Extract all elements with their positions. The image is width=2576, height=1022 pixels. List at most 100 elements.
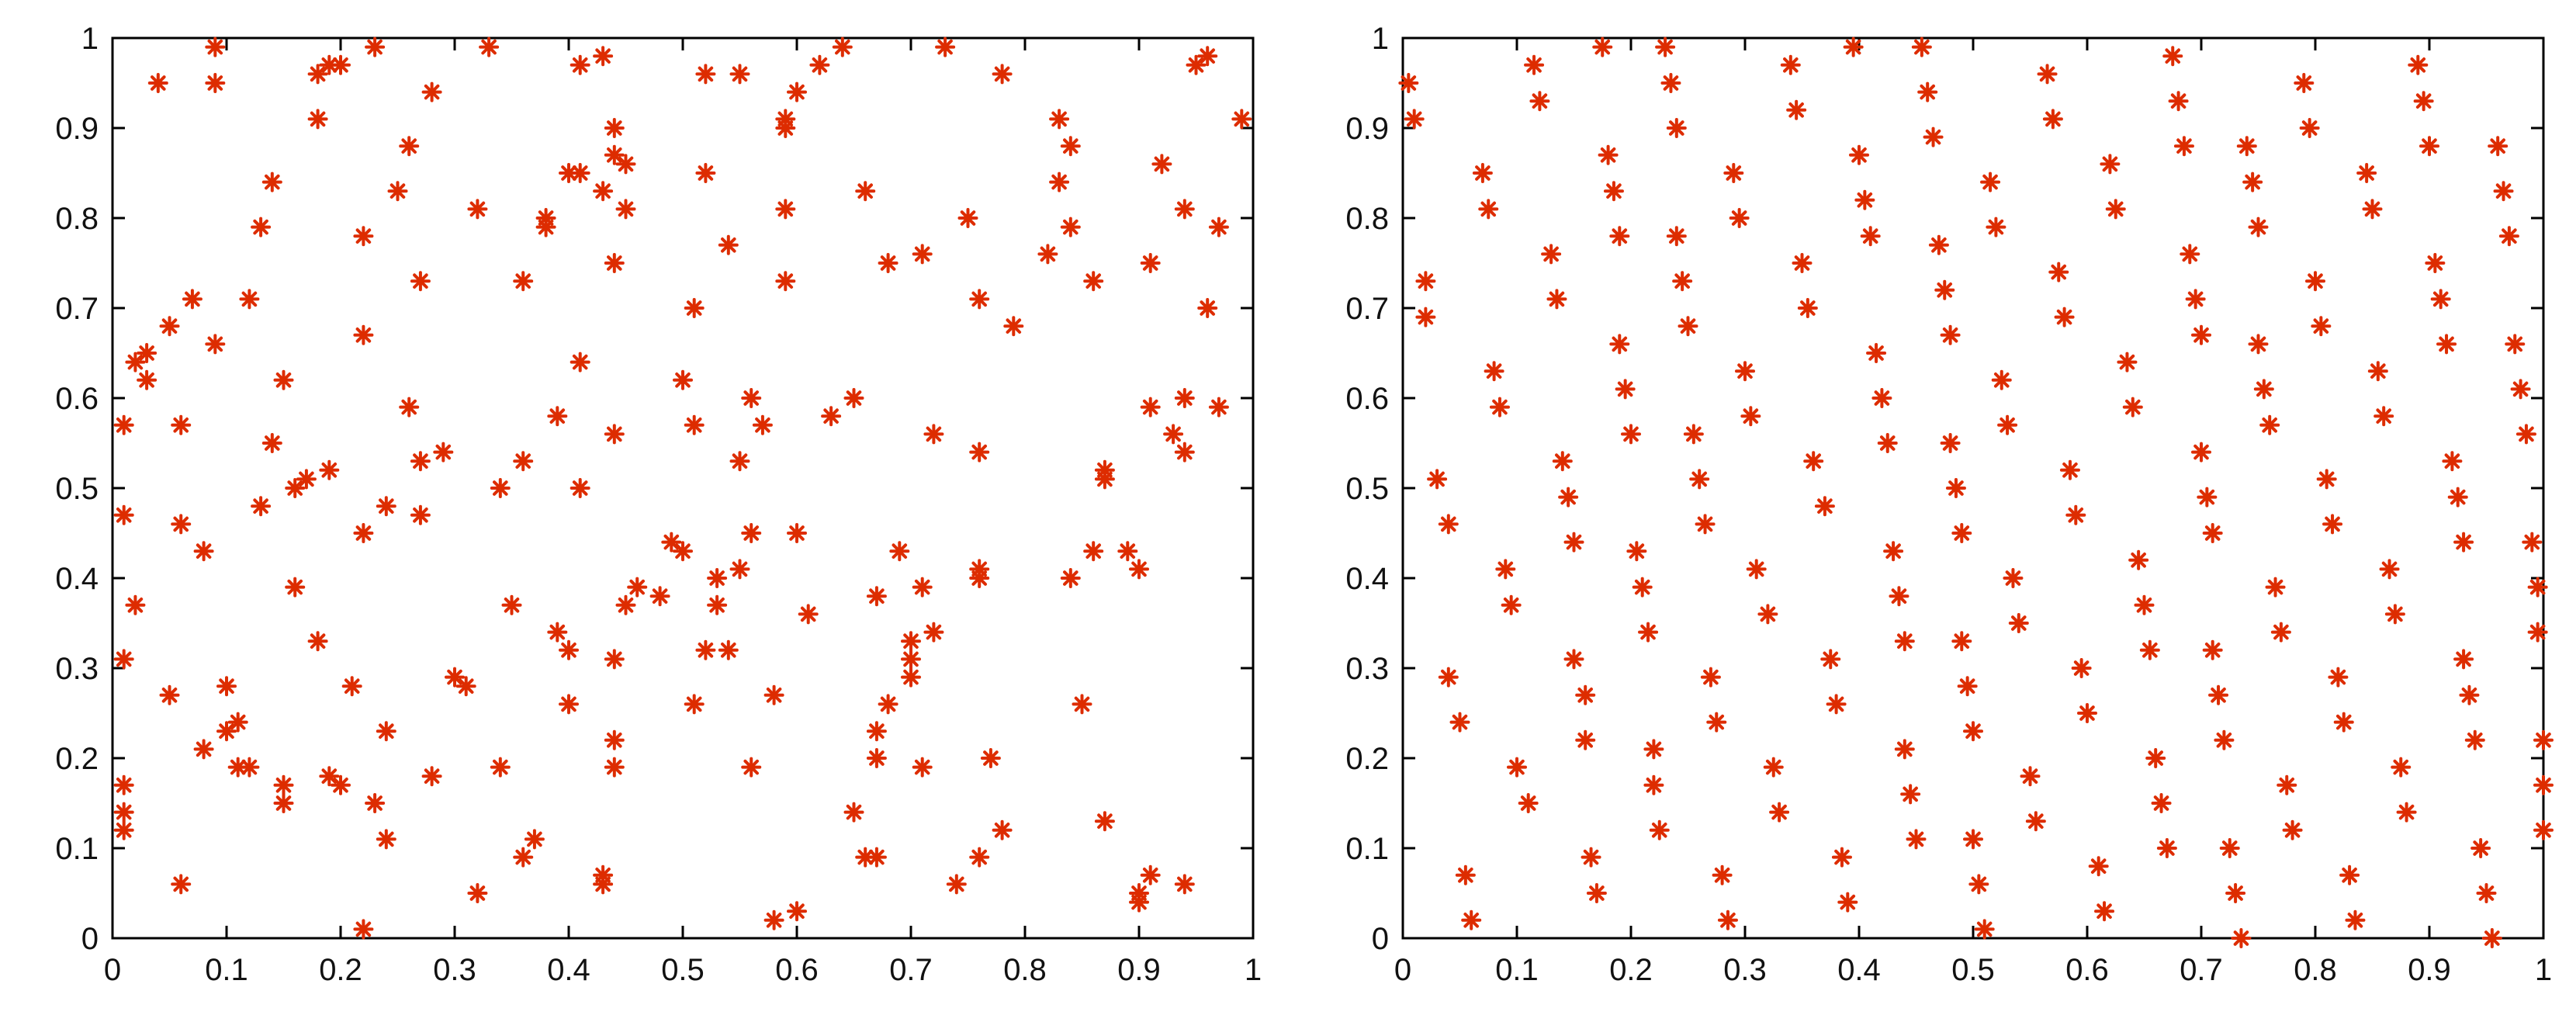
scatter-point — [261, 171, 282, 192]
scatter-point — [901, 631, 921, 652]
scatter-point — [1398, 73, 1419, 93]
scatter-point — [2151, 793, 2172, 813]
scatter-point — [2236, 136, 2257, 157]
scatter-point — [1003, 316, 1024, 337]
scatter-point — [319, 459, 340, 480]
scatter-point — [787, 81, 807, 102]
y-tick-label: 0.1 — [1345, 832, 1389, 866]
scatter-point — [1923, 126, 1944, 147]
scatter-point — [1826, 694, 1847, 715]
scatter-point — [285, 478, 306, 498]
scatter-point — [604, 118, 625, 138]
scatter-point — [2527, 622, 2548, 643]
scatter-point — [832, 36, 853, 57]
scatter-point — [1489, 397, 1510, 417]
scatter-point — [1174, 199, 1195, 220]
scatter-point — [1889, 586, 1909, 607]
scatter-point — [455, 676, 476, 697]
x-tick-label: 0.6 — [775, 953, 819, 987]
scatter-point — [1849, 144, 1869, 165]
scatter-point — [741, 757, 762, 778]
scatter-point — [1683, 424, 1704, 445]
scatter-point — [547, 622, 568, 643]
scatter-point — [1980, 171, 2001, 192]
scatter-point — [1951, 523, 1972, 543]
scatter-point — [2208, 684, 2229, 705]
scatter-point — [1461, 909, 1482, 930]
scatter-point — [1894, 631, 1915, 652]
y-tick-label: 0 — [81, 922, 99, 956]
scatter-point — [787, 523, 807, 543]
scatter-point — [593, 874, 614, 895]
scatter-point — [433, 442, 454, 462]
scatter-point — [787, 901, 807, 922]
scatter-point — [2008, 613, 2029, 633]
scatter-point — [1438, 667, 1459, 688]
y-tick-label: 0.8 — [55, 202, 99, 236]
scatter-point — [1472, 163, 1493, 183]
scatter-point — [593, 46, 614, 67]
scatter-point — [1689, 469, 1710, 490]
scatter-point — [2396, 802, 2417, 823]
scatter-point — [1140, 864, 1161, 885]
scatter-point — [535, 217, 556, 237]
scatter-point — [923, 424, 944, 445]
scatter-point — [843, 388, 864, 408]
scatter-point — [1208, 217, 1229, 237]
scatter-point — [1049, 171, 1070, 192]
scatter-point — [285, 577, 306, 598]
scatter-point — [2139, 639, 2160, 660]
scatter-point — [615, 594, 636, 615]
scatter-point — [410, 504, 431, 525]
scatter-point — [501, 594, 522, 615]
scatter-point — [1495, 559, 1516, 580]
scatter-point — [1894, 739, 1915, 760]
scatter-point — [2088, 856, 2109, 877]
scatter-point — [113, 504, 134, 525]
scatter-point — [843, 802, 864, 823]
scatter-point — [1780, 54, 1801, 75]
scatter-point — [2094, 901, 2115, 922]
scatter-point — [2042, 109, 2063, 130]
scatter-point — [1866, 343, 1887, 363]
scatter-point — [980, 748, 1001, 768]
scatter-point — [193, 541, 214, 562]
scatter-point — [604, 253, 625, 273]
scatter-point — [216, 676, 237, 697]
scatter-point — [2345, 909, 2366, 930]
scatter-point — [2339, 864, 2360, 885]
scatter-point — [684, 694, 705, 715]
scatter-point — [1632, 577, 1653, 598]
x-tick-label: 0.3 — [433, 953, 476, 987]
scatter-point — [1934, 279, 1955, 300]
scatter-point — [1615, 379, 1636, 400]
scatter-point — [445, 667, 465, 688]
scatter-point — [353, 919, 374, 940]
scatter-point — [2282, 819, 2303, 840]
scatter-point — [182, 289, 203, 310]
scatter-point — [1877, 433, 1898, 453]
scatter-point — [2145, 748, 2166, 768]
scatter-point — [593, 181, 614, 202]
x-tick-label: 0.7 — [2180, 953, 2223, 987]
scatter-point — [1917, 81, 1938, 102]
scatter-point — [615, 154, 636, 175]
scatter-point — [547, 406, 568, 427]
y-tick-label: 1 — [1372, 22, 1389, 56]
scatter-point — [1404, 109, 1425, 130]
scatter-point — [2265, 577, 2286, 598]
scatter-point — [125, 594, 146, 615]
scatter-point — [627, 577, 648, 598]
scatter-point — [216, 721, 237, 742]
scatter-point — [1083, 271, 1104, 292]
scatter-point — [273, 369, 294, 390]
scatter-point — [2077, 703, 2097, 723]
scatter-point — [239, 289, 260, 310]
scatter-point — [1860, 226, 1881, 247]
scatter-point — [1072, 694, 1092, 715]
scatter-point — [969, 442, 990, 462]
scatter-point — [992, 819, 1013, 840]
x-tick-label: 0.1 — [205, 953, 248, 987]
scatter-point — [2100, 154, 2121, 175]
scatter-point — [901, 667, 921, 688]
